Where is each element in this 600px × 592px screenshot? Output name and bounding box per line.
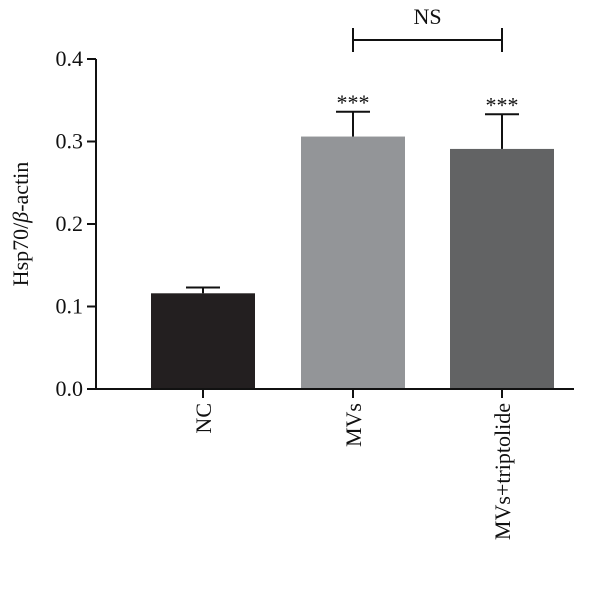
x-category-label: MVs+triptolide	[490, 403, 515, 540]
significance-label: ***	[486, 92, 519, 117]
y-tick-label: 0.3	[56, 129, 84, 154]
x-category-label: NC	[191, 403, 216, 434]
y-axis-label-greek: β	[8, 212, 33, 224]
x-ticks-group: NC MVs MVs+triptolide	[191, 389, 515, 540]
comparison-label: NS	[413, 4, 441, 29]
y-tick-label: 0.1	[56, 294, 84, 319]
error-bars-group	[186, 110, 519, 294]
bar-nc	[151, 293, 255, 389]
comparison-bracket-group: NS	[352, 4, 503, 52]
x-category-label: MVs	[341, 403, 366, 447]
y-tick-label: 0.4	[56, 46, 84, 71]
significance-label: ***	[337, 90, 370, 115]
bar-mvs-triptolide	[450, 148, 554, 389]
bar-mvs	[301, 136, 405, 389]
y-axis-label: Hsp70/β-actin	[8, 162, 33, 287]
significance-group: *** ***	[337, 90, 519, 117]
y-tick-label: 0.0	[56, 376, 84, 401]
bars-group	[151, 136, 554, 389]
y-axis-label-suffix: -actin	[8, 162, 33, 212]
y-ticks-group: 0.0 0.1 0.2 0.3 0.4	[56, 46, 96, 401]
y-tick-label: 0.2	[56, 211, 84, 236]
y-axis-label-prefix: Hsp70/	[8, 222, 33, 286]
